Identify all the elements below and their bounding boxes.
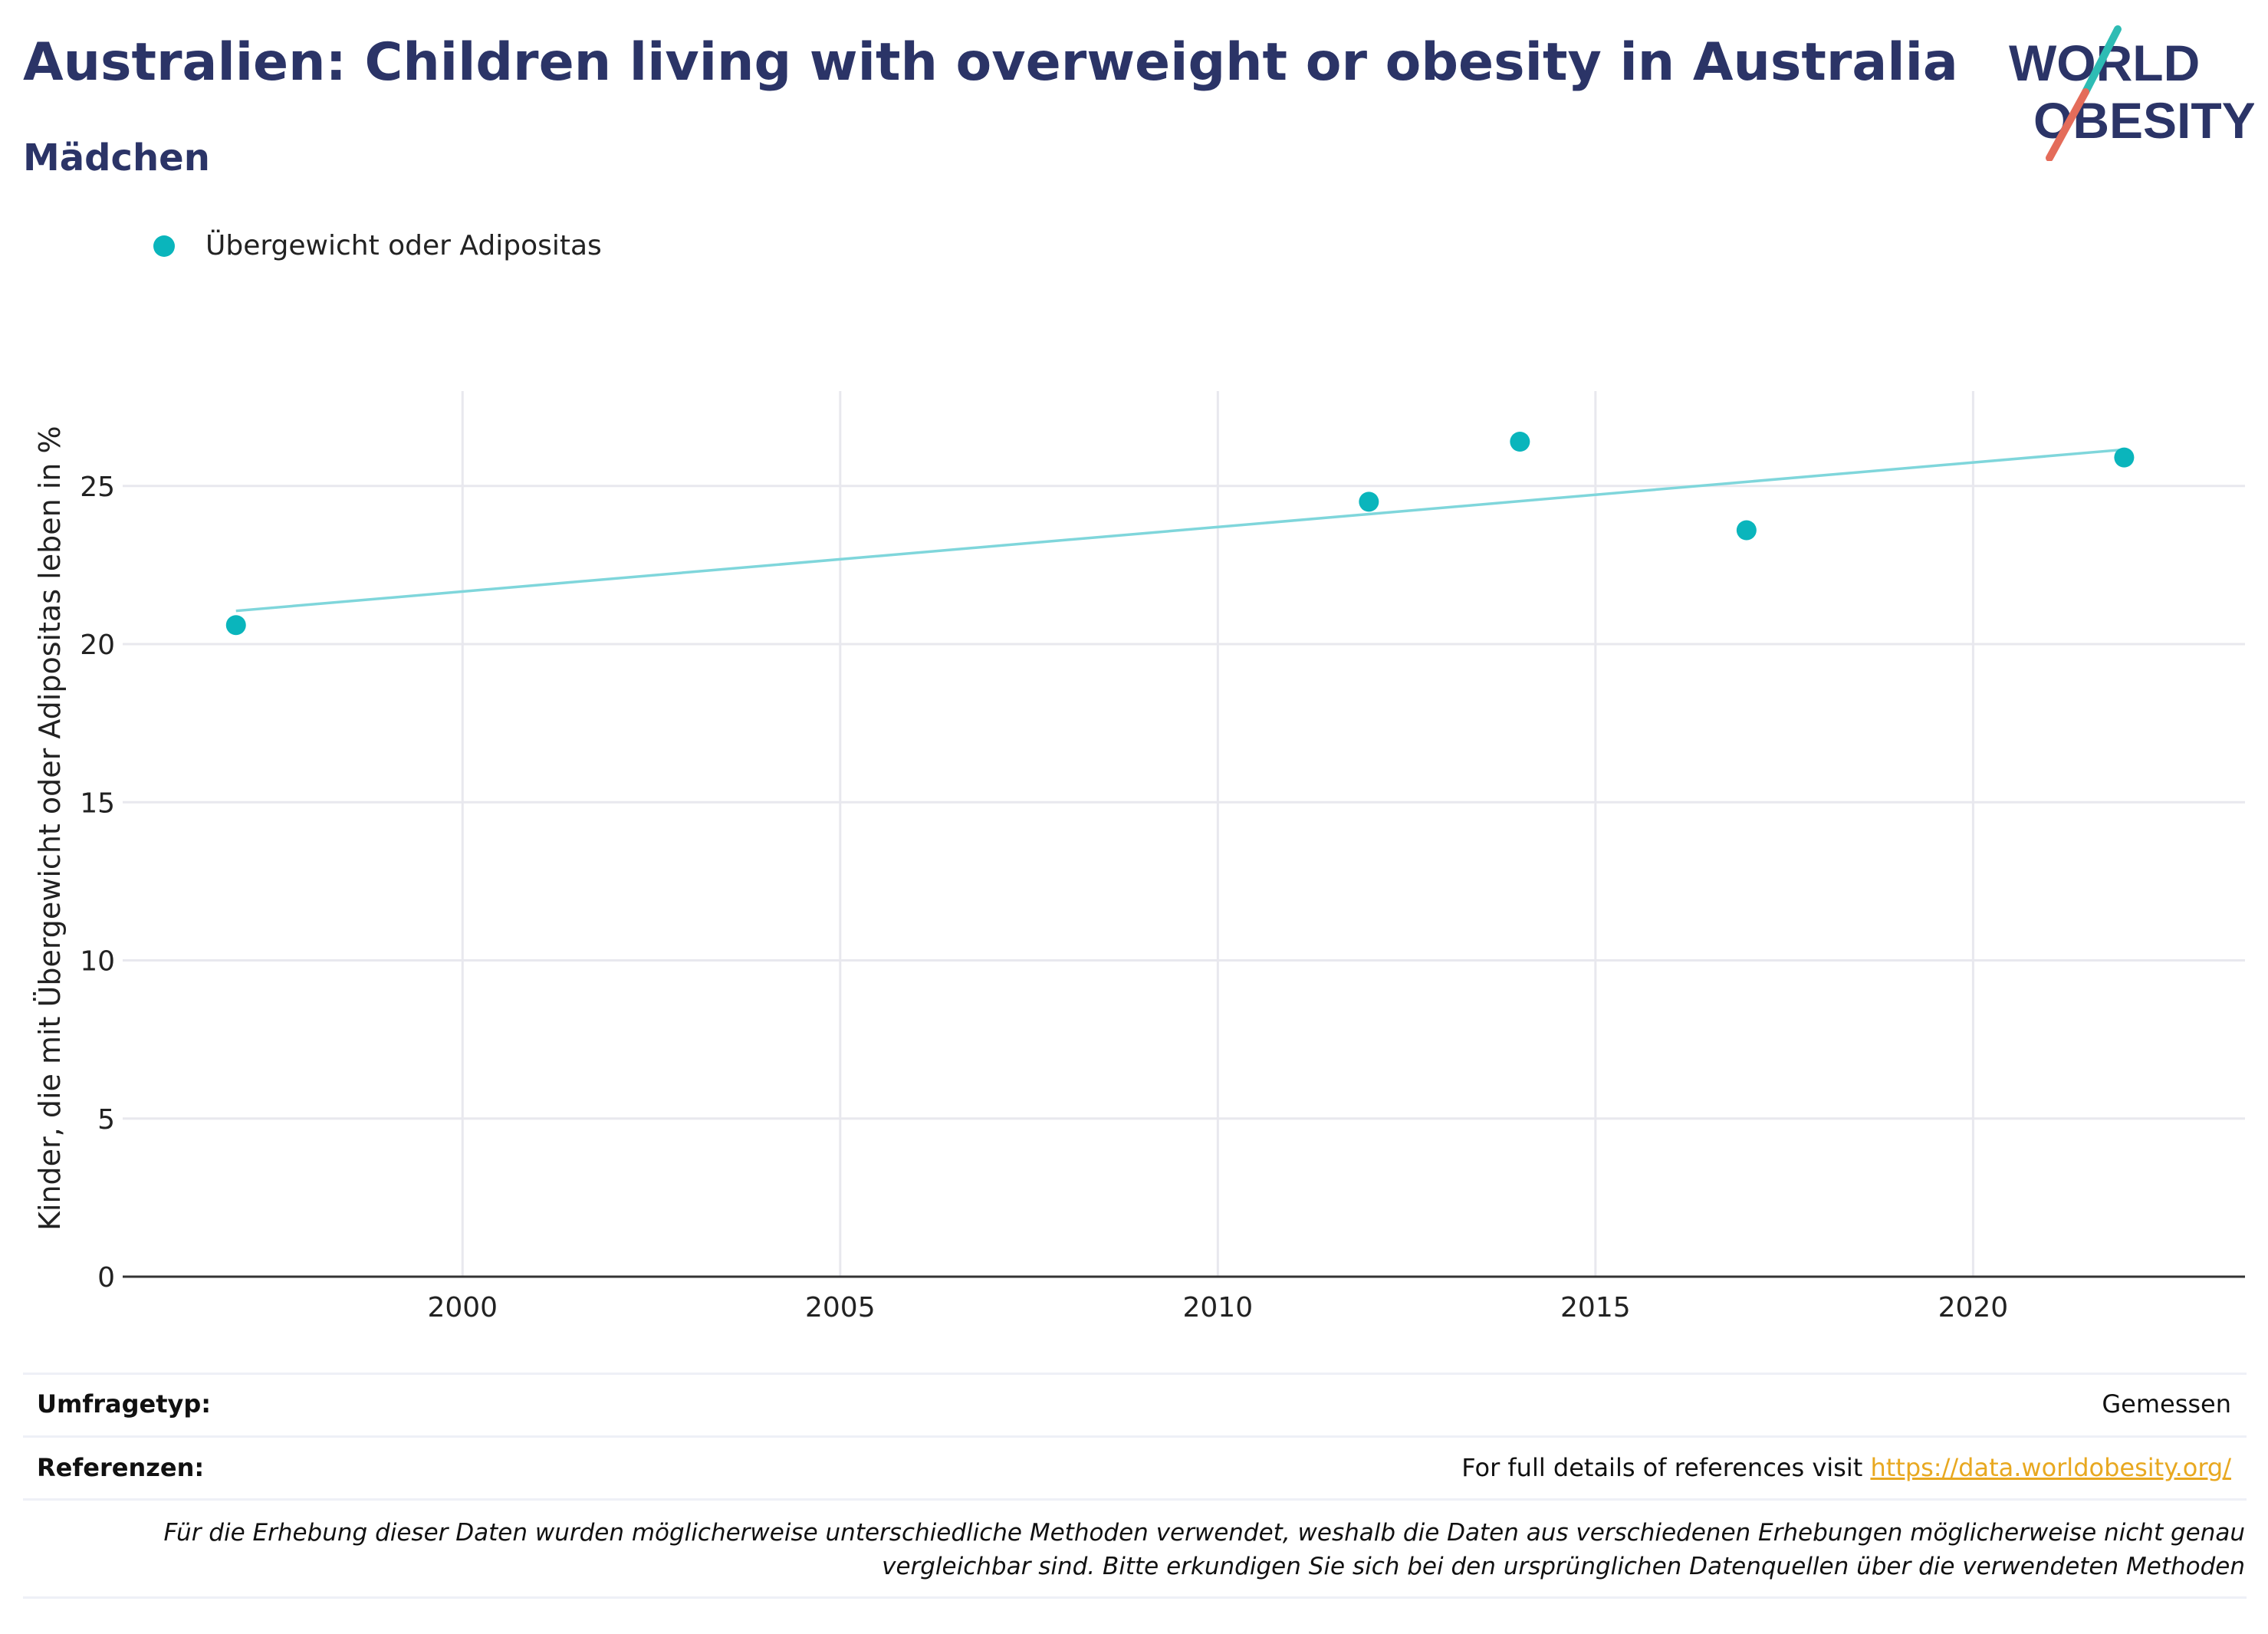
- data-point: [1510, 432, 1530, 452]
- y-axis-label: Kinder, die mit Übergewicht oder Adiposi…: [33, 426, 67, 1231]
- footer-divider-top: [23, 1373, 2247, 1375]
- axes: 2000 2005 2010 2015 2020 0 5 10 15 20 25: [80, 472, 2245, 1319]
- legend-label: Übergewicht oder Adipositas: [205, 230, 602, 261]
- x-tick-label: 2000: [427, 1292, 498, 1319]
- chart-subtitle: Mädchen: [23, 136, 210, 179]
- y-tick-label: 5: [97, 1104, 115, 1136]
- x-tick-label: 2020: [1938, 1292, 2009, 1319]
- data-point: [225, 615, 246, 636]
- references-label: Referenzen:: [37, 1453, 205, 1482]
- x-tick-label: 2005: [805, 1292, 876, 1319]
- logo-slash-coral: [2046, 88, 2089, 161]
- grid-lines: [123, 391, 2245, 1277]
- footer-divider-bottom: [23, 1596, 2247, 1599]
- survey-type-value: Gemessen: [2102, 1389, 2231, 1419]
- data-point: [2114, 447, 2135, 468]
- footer-divider-mid: [23, 1498, 2247, 1501]
- references-text: For full details of references visit: [1461, 1453, 1871, 1482]
- scatter-chart[interactable]: 2000 2005 2010 2015 2020 0 5 10 15 20 25 Kinder, d…: [0, 368, 2268, 1319]
- logo-slash-teal: [2082, 25, 2122, 96]
- references-link[interactable]: https://data.worldobesity.org/: [1870, 1453, 2231, 1482]
- y-tick-label: 25: [80, 472, 115, 503]
- world-obesity-logo: WORLD OBESITY: [2009, 25, 2254, 161]
- chart-title: Australien: Children living with overwei…: [23, 32, 1958, 93]
- legend[interactable]: Übergewicht oder Adipositas: [153, 230, 602, 261]
- data-point: [1359, 492, 1379, 512]
- survey-type-label: Umfragetyp:: [37, 1389, 212, 1419]
- y-tick-label: 0: [97, 1262, 115, 1294]
- legend-marker: [153, 235, 175, 257]
- trend-line: [235, 448, 2125, 613]
- x-tick-label: 2010: [1183, 1292, 1254, 1319]
- methodology-note: Für die Erhebung dieser Daten wurden mög…: [163, 1519, 2245, 1580]
- y-tick-label: 15: [80, 787, 115, 819]
- references-row: Referenzen: For full details of referenc…: [23, 1435, 2247, 1499]
- data-point: [1736, 520, 1757, 541]
- data-marks: [225, 432, 2135, 636]
- references-value: For full details of references visit htt…: [1461, 1453, 2231, 1482]
- x-tick-label: 2015: [1560, 1292, 1631, 1319]
- y-tick-label: 10: [80, 946, 115, 978]
- y-tick-label: 20: [80, 630, 115, 661]
- survey-type-row: Umfragetyp: Gemessen: [23, 1374, 2247, 1435]
